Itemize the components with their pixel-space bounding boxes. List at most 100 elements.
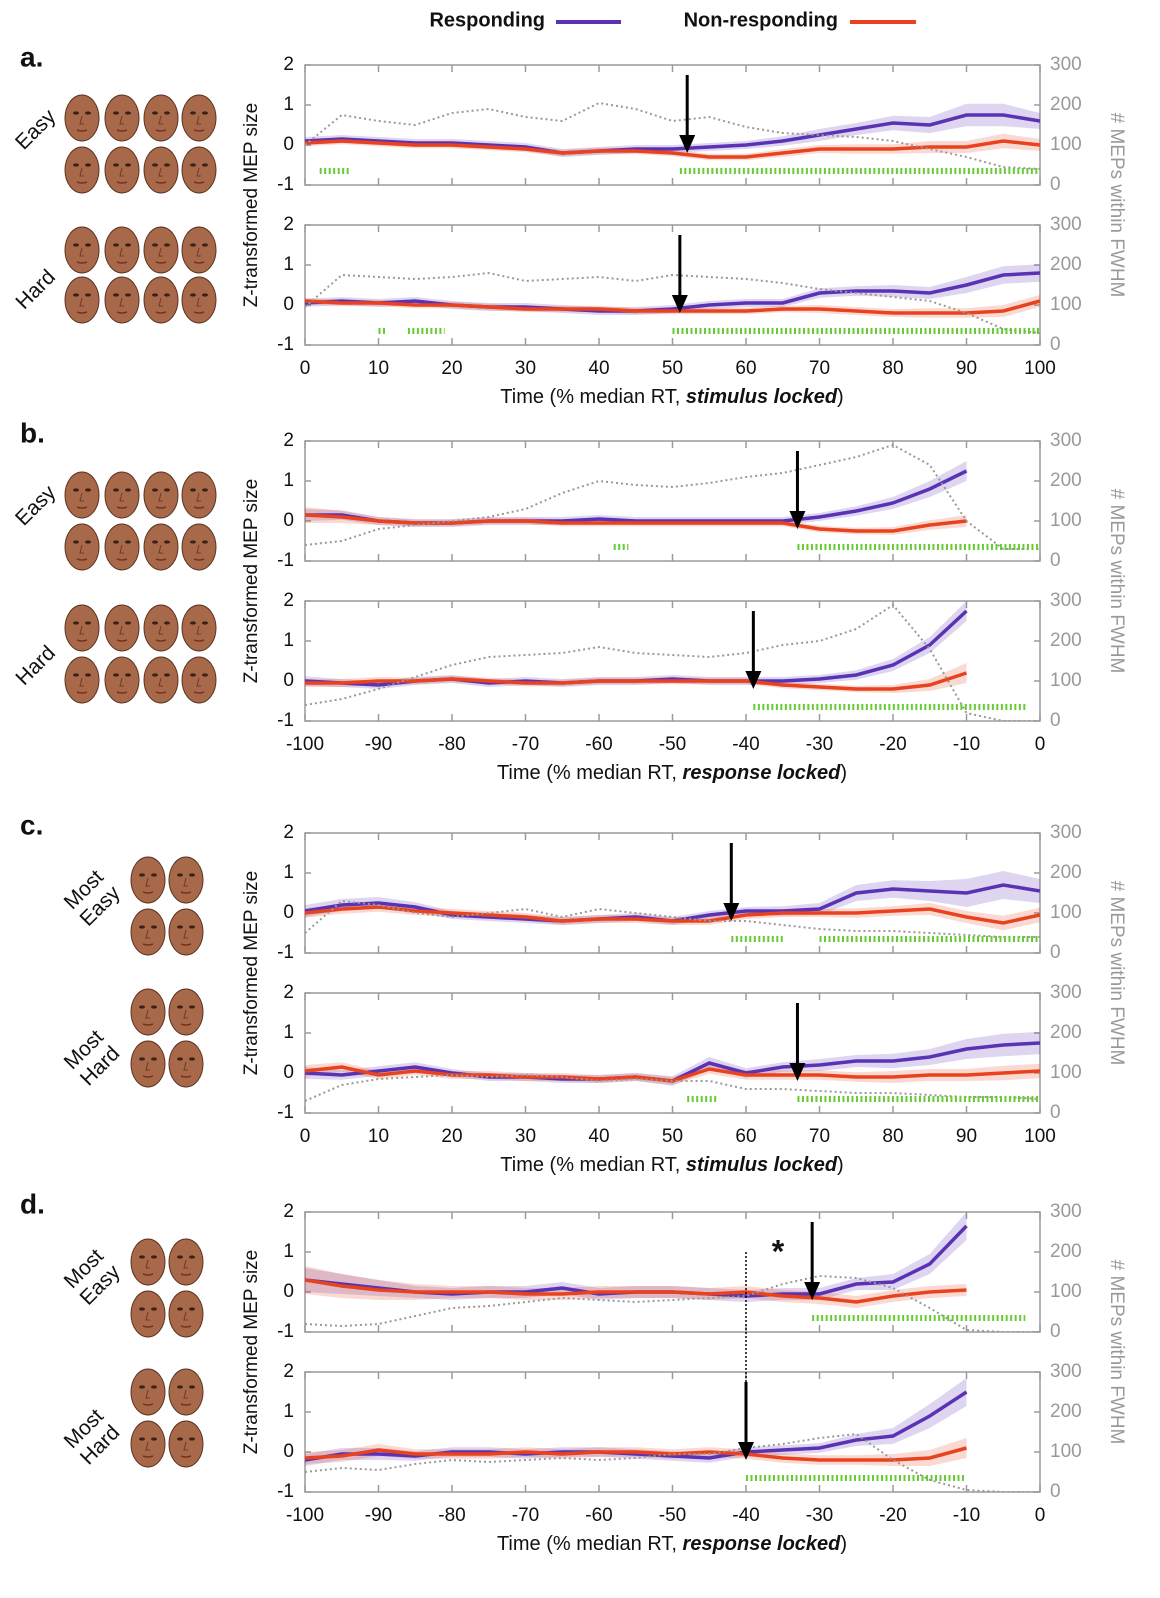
y2-tick-label: 100 [1050,1281,1082,1302]
x-tick-label: 40 [588,1126,609,1147]
x-axis-label-part: stimulus locked [686,1154,838,1176]
y2-tick-label: 100 [1050,1062,1082,1083]
x-tick-label: 90 [956,1126,977,1147]
x-axis-label-part: ) [840,1533,847,1555]
y2-tick-label: 300 [1050,822,1082,843]
y-tick-label: 2 [283,1361,294,1382]
panel-label: b. [20,417,45,448]
y2-tick-label: 300 [1050,1201,1082,1222]
mean-line [305,271,1040,313]
x-axis-label-part: response locked [683,762,842,784]
x-tick-label: 0 [300,358,311,379]
onset-arrow-head [789,1063,806,1081]
onset-arrow-head [738,1442,754,1460]
error-band [305,1378,967,1466]
condition-line: Easy [11,480,61,530]
onset-arrow-head [723,903,740,921]
x-tick-label: 90 [956,358,977,379]
count-line [305,101,1040,170]
x-axis-label-part: ) [837,1154,844,1176]
condition-label: MostEasy [59,865,125,931]
mean-line [305,513,967,533]
plot-frame [304,1371,1041,1493]
plot-area [305,601,1040,721]
x-tick-label: 20 [441,1126,462,1147]
mean-line [305,1278,967,1304]
x-axis-label-part: Time (% median RT, [500,386,686,408]
condition-line: Easy [11,104,61,154]
error-band [305,1031,1040,1086]
plot-frame [304,600,1041,722]
y-tick-label: -1 [277,174,294,195]
mean-line [305,113,1040,155]
condition-label: Easy [11,104,61,154]
x-tick-label: -90 [365,1505,392,1526]
y2-axis-label: # MEPs within FWHM [1106,489,1127,674]
condition-label: Hard [11,641,59,689]
plot-frame [304,224,1041,346]
x-axis-label-part: Time (% median RT, [497,762,683,784]
legend-label: Responding [429,9,545,31]
error-band [305,461,967,527]
y-tick-label: 1 [283,1401,294,1422]
mean-line [305,1390,968,1462]
y2-tick-label: 200 [1050,94,1082,115]
y2-tick-label: 200 [1050,254,1082,275]
y-tick-label: 0 [283,1441,294,1462]
plot-frame [304,440,1041,562]
onset-arrow-head [789,511,806,529]
y2-tick-label: 0 [1050,1102,1061,1123]
y-tick-label: -1 [277,1481,294,1502]
x-tick-label: 70 [809,1126,830,1147]
y-tick-label: -1 [277,710,294,731]
count-line [305,1073,1040,1102]
y-tick-label: 2 [283,982,294,1003]
y-tick-label: 1 [283,470,294,491]
y-tick-label: 1 [283,94,294,115]
count-line [305,443,1040,550]
plot-area [305,101,1040,170]
y-tick-label: -1 [277,942,294,963]
onset-arrow-head [679,135,696,153]
x-tick-label: -80 [438,1505,465,1526]
x-tick-label: -100 [286,1505,324,1526]
y-tick-label: -1 [277,1102,294,1123]
y-tick-label: 1 [283,1022,294,1043]
y-tick-label: 0 [283,670,294,691]
plot-area [305,871,1040,938]
count-line [305,603,1040,721]
x-tick-label: 80 [882,1126,903,1147]
y-tick-label: -1 [277,550,294,571]
y2-tick-label: 100 [1050,902,1082,923]
x-axis-label: Time (% median RT, response locked) [497,1533,847,1555]
y2-tick-label: 300 [1050,1361,1082,1382]
x-axis-label: Time (% median RT, stimulus locked) [500,1154,843,1176]
x-tick-label: 60 [735,358,756,379]
y2-tick-label: 300 [1050,982,1082,1003]
x-tick-label: -70 [512,734,539,755]
mean-line [305,469,968,525]
y2-tick-label: 100 [1050,134,1082,155]
x-axis-label-part: ) [837,386,844,408]
x-tick-label: 70 [809,358,830,379]
y-axis-label: Z-transformed MEP size [241,871,262,1075]
y-tick-label: 0 [283,510,294,531]
y-tick-label: -1 [277,334,294,355]
y2-tick-label: 200 [1050,1241,1082,1262]
y2-tick-label: 0 [1050,942,1061,963]
onset-arrow-head [671,295,688,313]
x-tick-label: -30 [806,734,833,755]
y2-tick-label: 100 [1050,1441,1082,1462]
x-axis-label: Time (% median RT, stimulus locked) [500,386,843,408]
annotation: * [772,1233,785,1269]
x-tick-label: 50 [662,358,683,379]
x-axis-label: Time (% median RT, response locked) [497,762,847,784]
x-tick-label: -40 [732,734,759,755]
x-tick-label: -60 [585,1505,612,1526]
y-tick-label: 1 [283,862,294,883]
mean-line [305,1446,967,1462]
x-tick-label: 40 [588,358,609,379]
mean-line [305,905,1040,925]
x-axis-label-part: response locked [683,1533,842,1555]
